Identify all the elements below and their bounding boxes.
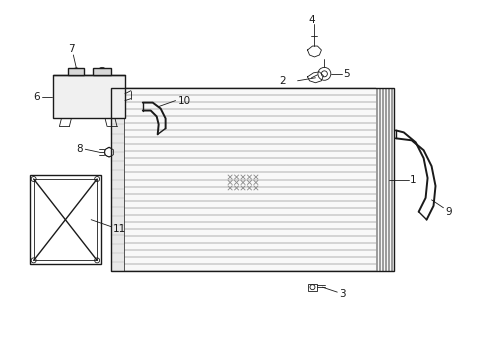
Circle shape [98,67,106,75]
Text: 10: 10 [177,96,191,105]
Text: 4: 4 [308,15,315,25]
Text: 2: 2 [280,76,286,86]
Text: 8: 8 [76,144,83,154]
Bar [111,88,394,271]
Text: 1: 1 [410,175,416,185]
Text: 11: 11 [113,224,126,234]
Text: 6: 6 [33,92,40,102]
Text: 7: 7 [68,44,74,54]
Bar [30,175,101,264]
Text: 9: 9 [445,207,452,217]
Circle shape [73,68,80,75]
Text: 3: 3 [339,289,346,299]
Bar [53,75,125,118]
Bar [93,68,111,75]
Bar [111,88,124,271]
Bar [69,68,84,75]
Text: 5: 5 [343,69,350,79]
Bar [308,284,318,291]
Bar [111,88,394,271]
Bar [34,179,97,260]
